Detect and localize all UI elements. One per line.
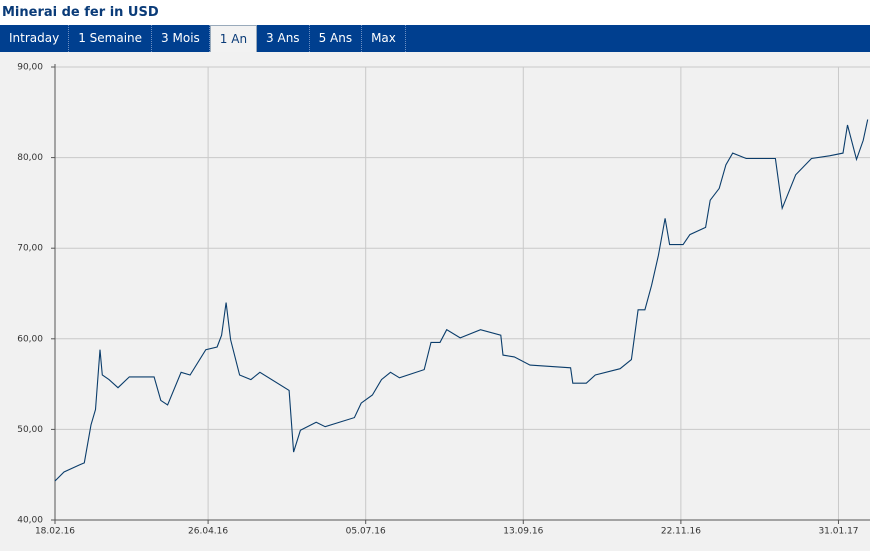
chart-bg	[0, 52, 870, 551]
x-tick-label: 26.04.16	[188, 527, 228, 537]
tab[interactable]: 5 Ans	[310, 25, 363, 52]
x-tick-label: 18.02.16	[35, 527, 75, 537]
x-tick-label: 13.09.16	[503, 527, 543, 537]
x-tick-label: 05.07.16	[346, 527, 386, 537]
price-line	[54, 119, 869, 482]
tab[interactable]: 3 Mois	[152, 25, 210, 52]
y-tick-label: 40,00	[17, 516, 43, 526]
tab[interactable]: 1 An	[209, 25, 258, 52]
title: Minerai de fer in USD	[2, 5, 159, 20]
x-tick-label: 31.01.17	[818, 527, 858, 537]
y-tick-label: 60,00	[17, 334, 43, 344]
y-tick-label: 50,00	[17, 425, 43, 435]
tab-bar: Intraday 1 Semaine 3 Mois 1 An 3 Ans 5 Ans Max	[0, 25, 870, 52]
y-tick-label: 90,00	[17, 63, 43, 73]
x-tick-label: 22.11.16	[661, 527, 701, 537]
y-tick-label: 80,00	[17, 153, 43, 163]
y-tick-label: 70,00	[17, 244, 43, 254]
tab[interactable]: 1 Semaine	[69, 25, 153, 52]
tab[interactable]: Max	[362, 25, 406, 52]
chart: 40,00 50,00 60,00 70,00 80,00 90,00 18.02.16 26…	[0, 52, 870, 551]
tab[interactable]: 3 Ans	[257, 25, 310, 52]
tab[interactable]: Intraday	[0, 25, 70, 52]
